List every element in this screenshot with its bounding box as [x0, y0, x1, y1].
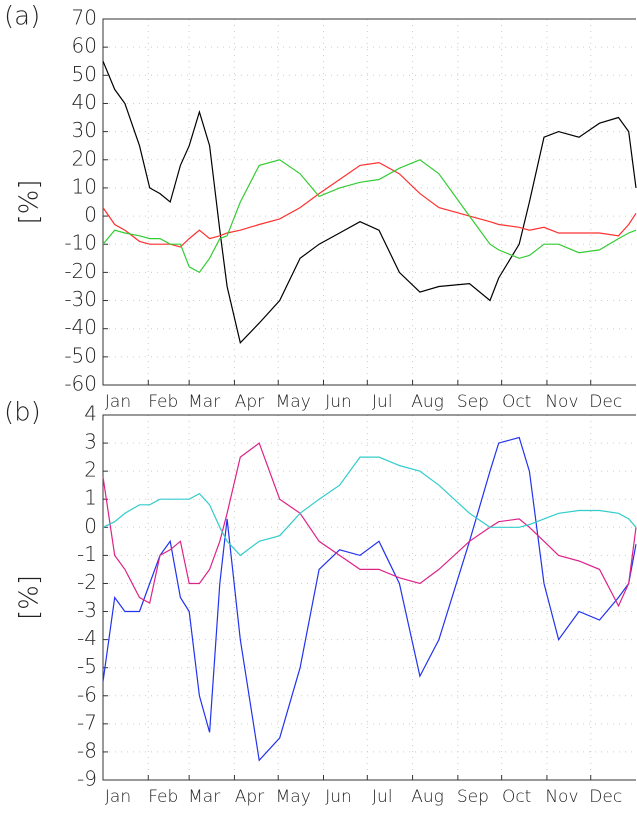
x-tick-label: Dec — [589, 787, 622, 807]
x-tick-label: Jan — [105, 392, 131, 412]
x-tick-label: Sep — [457, 787, 489, 807]
x-tick-label: Feb — [148, 392, 178, 412]
y-tick-label: -20 — [64, 259, 97, 283]
y-tick-label: -10 — [64, 231, 97, 255]
x-tick-label: Nov — [545, 392, 578, 412]
y-tick-label: -40 — [64, 315, 97, 339]
x-tick-label: Aug — [411, 787, 444, 807]
y-tick-label: 0 — [84, 203, 97, 227]
x-tick-label: Aug — [411, 392, 444, 412]
data-line — [102, 442, 637, 608]
x-tick-label: Dec — [589, 392, 622, 412]
y-tick-label: -8 — [77, 738, 97, 762]
y-tick-label: 2 — [84, 458, 97, 482]
data-line — [102, 60, 637, 345]
y-tick-label: 60 — [72, 34, 97, 58]
y-tick-label: -1 — [77, 542, 97, 566]
y-tick-label: 40 — [72, 90, 97, 114]
y-tick-label: -2 — [77, 570, 97, 594]
data-line — [102, 159, 637, 274]
y-tick-label: -3 — [77, 598, 97, 622]
y-tick-label: -7 — [77, 710, 97, 734]
x-tick-label: Oct — [502, 787, 531, 807]
data-line — [102, 161, 637, 248]
y-tick-label: 4 — [84, 402, 97, 426]
x-tick-label: Mar — [188, 392, 220, 412]
data-line — [102, 456, 637, 557]
x-tick-label: Feb — [148, 787, 178, 807]
y-tick-label: -60 — [64, 372, 97, 396]
y-tick-label: -30 — [64, 287, 97, 311]
x-tick-label: Jul — [372, 392, 393, 412]
x-tick-label: May — [276, 787, 311, 807]
y-tick-label: -4 — [77, 626, 97, 650]
y-tick-label: 70 — [72, 6, 97, 30]
x-tick-label: Apr — [235, 787, 264, 807]
y-tick-label: -5 — [77, 654, 97, 678]
x-tick-label: Jul — [372, 787, 393, 807]
y-tick-label: 30 — [72, 118, 97, 142]
x-tick-label: Sep — [457, 392, 489, 412]
data-line — [102, 436, 637, 762]
y-axis-label: [%] — [15, 180, 45, 225]
x-tick-label: Jun — [325, 787, 352, 807]
y-tick-label: 0 — [84, 514, 97, 538]
y-tick-label: -50 — [64, 343, 97, 367]
y-tick-label: 1 — [84, 486, 97, 510]
x-tick-label: Mar — [188, 787, 220, 807]
y-tick-label: 20 — [72, 146, 97, 170]
panel-label: (b) — [4, 398, 41, 428]
x-tick-label: Jan — [105, 787, 131, 807]
y-tick-label: 10 — [72, 174, 97, 198]
axis-frame — [102, 18, 636, 386]
x-tick-label: Apr — [235, 392, 264, 412]
panel-label: (a) — [4, 2, 40, 32]
x-tick-label: Jun — [325, 392, 352, 412]
y-axis-label: [%] — [15, 575, 45, 620]
x-tick-label: Nov — [545, 787, 578, 807]
x-tick-label: May — [276, 392, 311, 412]
y-tick-label: 3 — [84, 430, 97, 454]
y-tick-label: -6 — [77, 682, 97, 706]
axis-frame — [102, 414, 636, 781]
y-tick-label: -9 — [77, 767, 97, 791]
x-tick-label: Oct — [502, 392, 531, 412]
y-tick-label: 50 — [72, 62, 97, 86]
